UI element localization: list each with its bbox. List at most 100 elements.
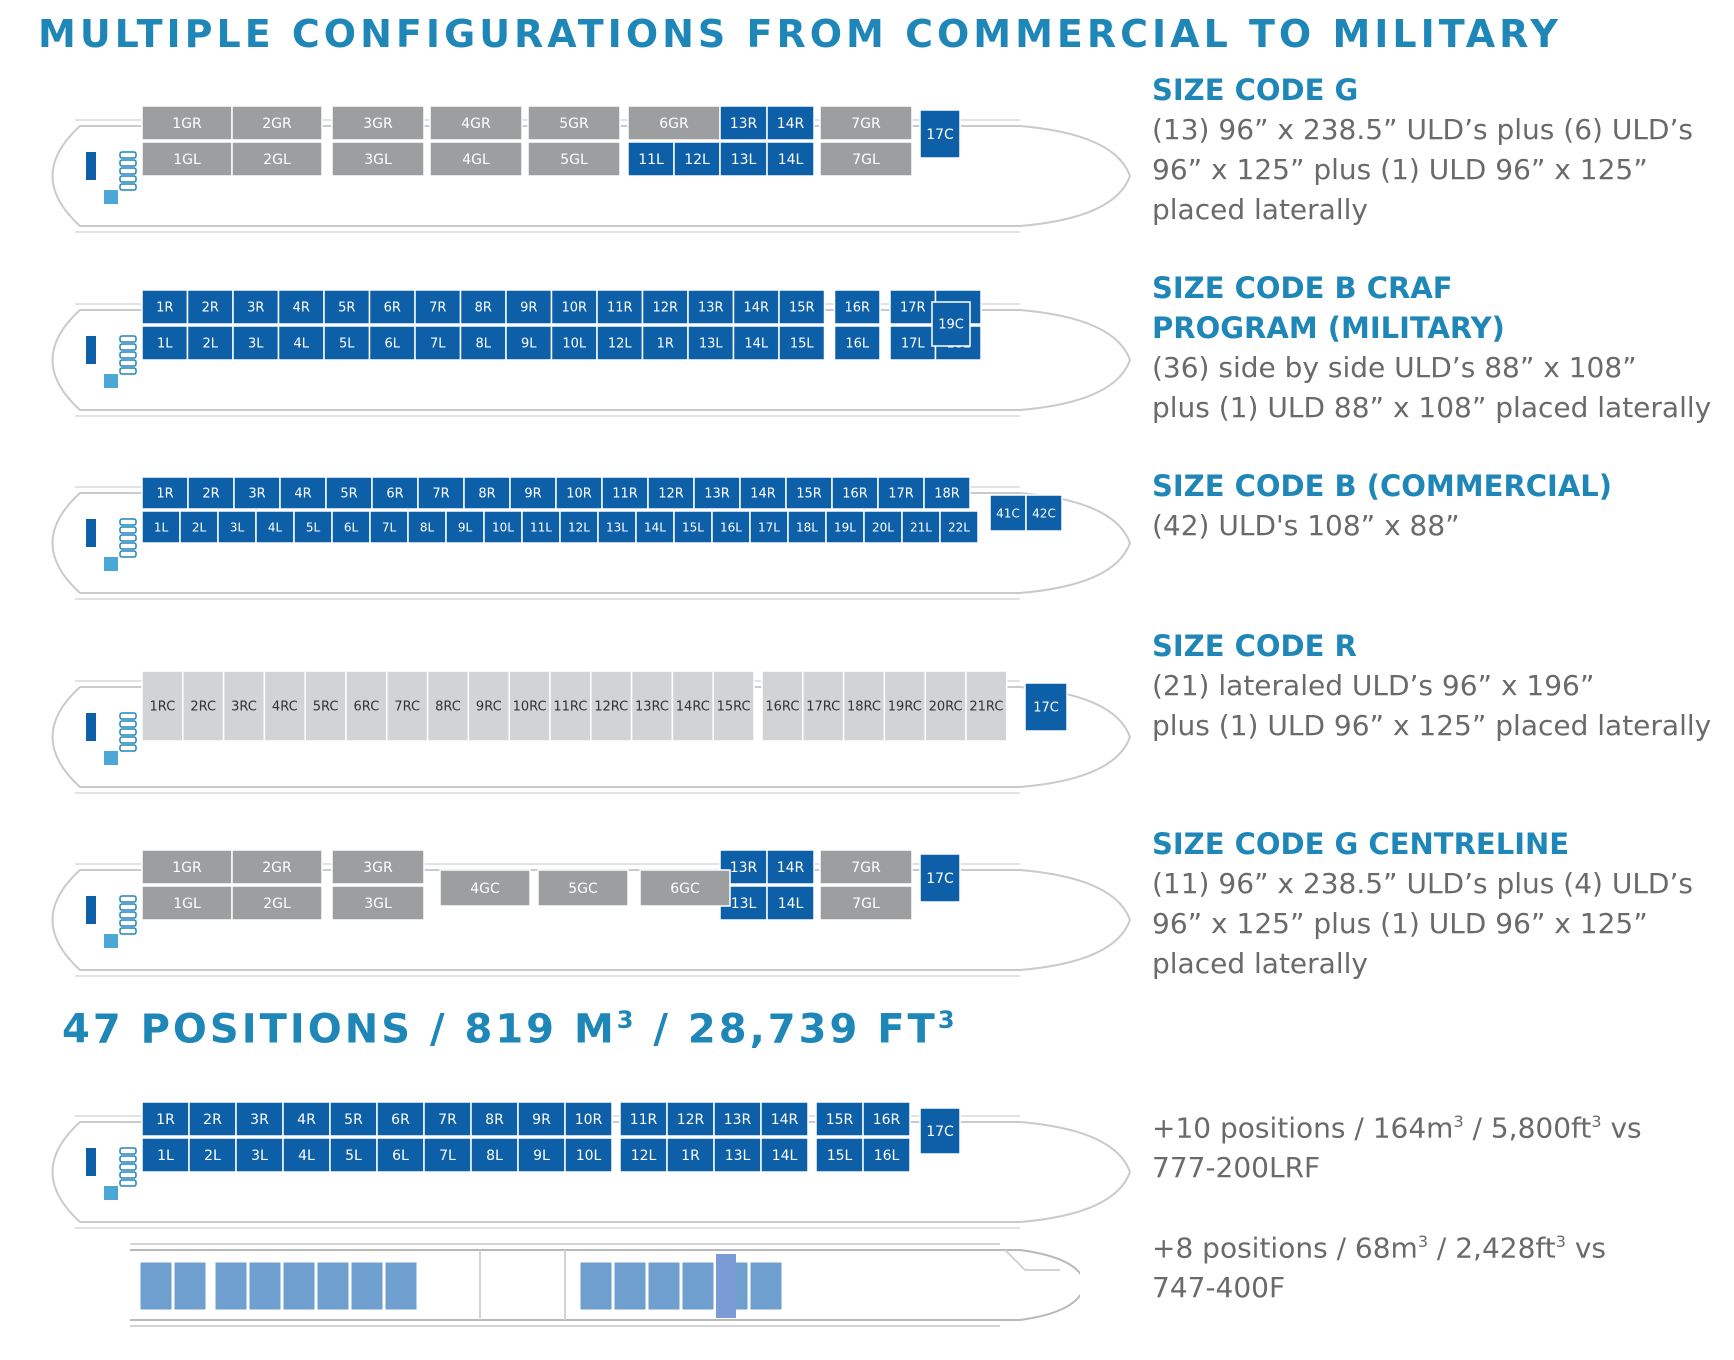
uld-box: [384, 1261, 418, 1311]
config-size-code-b-commercial: SIZE CODE B (COMMERCIAL) (42) ULD's 108”…: [1152, 466, 1727, 546]
uld-box: [989, 494, 1027, 532]
uld-box: [537, 869, 629, 907]
uld-label: 21L: [910, 520, 932, 534]
uld-box: [141, 476, 189, 510]
uld-position: 2R: [187, 476, 235, 510]
crew-seat: [119, 1171, 137, 1179]
positions-banner-text: / 28,739 FT: [636, 1006, 938, 1053]
uld-position: 5GL: [527, 141, 621, 177]
crew-seat: [119, 526, 137, 534]
uld-position: 1L: [141, 510, 181, 544]
crew-seat: [119, 175, 137, 183]
uld-box: [139, 1261, 173, 1311]
uld-label: 1L: [154, 520, 169, 534]
uld-box: [141, 325, 189, 361]
uld-position: 14L: [635, 510, 675, 544]
uld-position: 8R: [459, 289, 507, 325]
comparison-line: +10 positions / 164m3 / 5,800ft3 vs: [1152, 1102, 1722, 1148]
config-heading: SIZE CODE B CRAF PROGRAM (MILITARY): [1152, 271, 1505, 345]
uld-label: 1L: [157, 1148, 174, 1164]
config-description-line: (11) 96” x 238.5” ULD’s plus (4) ULD’s: [1152, 867, 1693, 900]
uld-box: [613, 1261, 647, 1311]
uld-label: 9R: [520, 301, 537, 316]
uld-box: [316, 1261, 350, 1311]
plane-diagram-size-code-g-centreline: 1GR 2GR 3GR 13R 14R 7GR 1GL 2GL 3GL 13L 14L 7GL 4GC 5…: [51, 849, 1132, 977]
fuselage-outline: [130, 1249, 1080, 1321]
comparison-747: +8 positions / 68m3 / 2,428ft3 vs 747-40…: [1152, 1222, 1722, 1308]
uld-position: 5L: [329, 1137, 378, 1173]
uld-box: [423, 1137, 472, 1173]
uld-box: [601, 476, 649, 510]
cockpit-panel: [86, 152, 96, 180]
uld-box: [508, 670, 551, 742]
crew-seat: [119, 728, 137, 736]
plane-diagram-size-code-b-commercial: 1R 2R 3R 4R 5R 6R 7R 8R 9R 10R 11R 12R 13R 14R 15R 16R 1…: [51, 476, 1132, 600]
uld-label: 19RC: [888, 700, 922, 715]
uld-position: 15L: [778, 325, 826, 361]
page-title: MULTIPLE CONFIGURATIONS FROM COMMERCIAL …: [38, 12, 1562, 56]
uld-label: 2GL: [263, 896, 291, 912]
uld-label: 3R: [248, 487, 265, 502]
uld-box: [889, 325, 937, 361]
uld-box: [429, 105, 523, 141]
uld-position: 3L: [217, 510, 257, 544]
config-description-line: plus (1) ULD 88” x 108” placed laterally: [1152, 391, 1712, 424]
galley: [104, 934, 118, 948]
uld-position: 8RC: [426, 670, 470, 742]
uld-label: 19L: [834, 520, 856, 534]
comparison-747-diagram: [130, 1243, 1080, 1327]
uld-box: [429, 141, 523, 177]
uld-label: 17L: [901, 337, 926, 352]
config-description-line: (42) ULD's 108” x 88”: [1152, 509, 1460, 542]
uld-position: 15L: [673, 510, 713, 544]
uld-position: 1L: [141, 325, 189, 361]
uld-box: [778, 325, 826, 361]
comparison-text: vs: [1601, 1111, 1642, 1145]
uld-position: 18R: [923, 476, 971, 510]
uld-label: 2L: [204, 1148, 221, 1164]
uld-box: [141, 289, 189, 325]
uld-position: 16L: [862, 1137, 911, 1173]
uld-position: 42C: [1025, 494, 1063, 532]
uld-position: 9L: [445, 510, 485, 544]
uld-label: 2RC: [190, 700, 216, 715]
uld-box: [470, 1101, 519, 1137]
uld-label: 7R: [429, 301, 446, 316]
uld-position: 1RC: [141, 670, 184, 742]
uld-box: [716, 1254, 736, 1318]
galley: [104, 374, 118, 388]
uld-position: 16R: [833, 289, 881, 325]
uld-label: 13R: [730, 116, 758, 132]
uld-position: 18RC: [842, 670, 886, 742]
uld-label: 17C: [1033, 701, 1059, 716]
uld-position: 15R: [815, 1101, 864, 1137]
config-size-code-g: SIZE CODE G (13) 96” x 238.5” ULD’s plus…: [1152, 70, 1727, 230]
uld-position: 8L: [407, 510, 447, 544]
config-description-line: (36) side by side ULD’s 88” x 108”: [1152, 351, 1637, 384]
galley: [104, 751, 118, 765]
uld-label: 15RC: [717, 700, 751, 715]
uld-position: 1R: [666, 1137, 715, 1173]
cockpit-panel: [86, 713, 96, 741]
uld-position: 4L: [255, 510, 295, 544]
superscript: 3: [1417, 1232, 1428, 1251]
uld-label: 4L: [298, 1148, 315, 1164]
uld-position: 41C: [989, 494, 1027, 532]
uld-position: 5GR: [527, 105, 621, 141]
uld-position: 6L: [368, 325, 416, 361]
uld-label: 17RC: [806, 700, 840, 715]
uld-position: 16R: [862, 1101, 911, 1137]
uld-label: 16R: [873, 1112, 901, 1128]
uld-label: 7GL: [852, 896, 880, 912]
uld-label: 4R: [297, 1112, 316, 1128]
uld-label: 2R: [202, 301, 219, 316]
uld-label: 15L: [790, 337, 815, 352]
uld-position: 9R: [509, 476, 557, 510]
uld-box: [687, 289, 735, 325]
crew-seat: [119, 359, 137, 367]
uld-label: 18R: [934, 487, 960, 502]
uld-box: [439, 869, 531, 907]
uld-position: 14R: [760, 1101, 809, 1137]
uld-position: 3R: [235, 1101, 284, 1137]
uld-label: 12L: [631, 1148, 657, 1164]
